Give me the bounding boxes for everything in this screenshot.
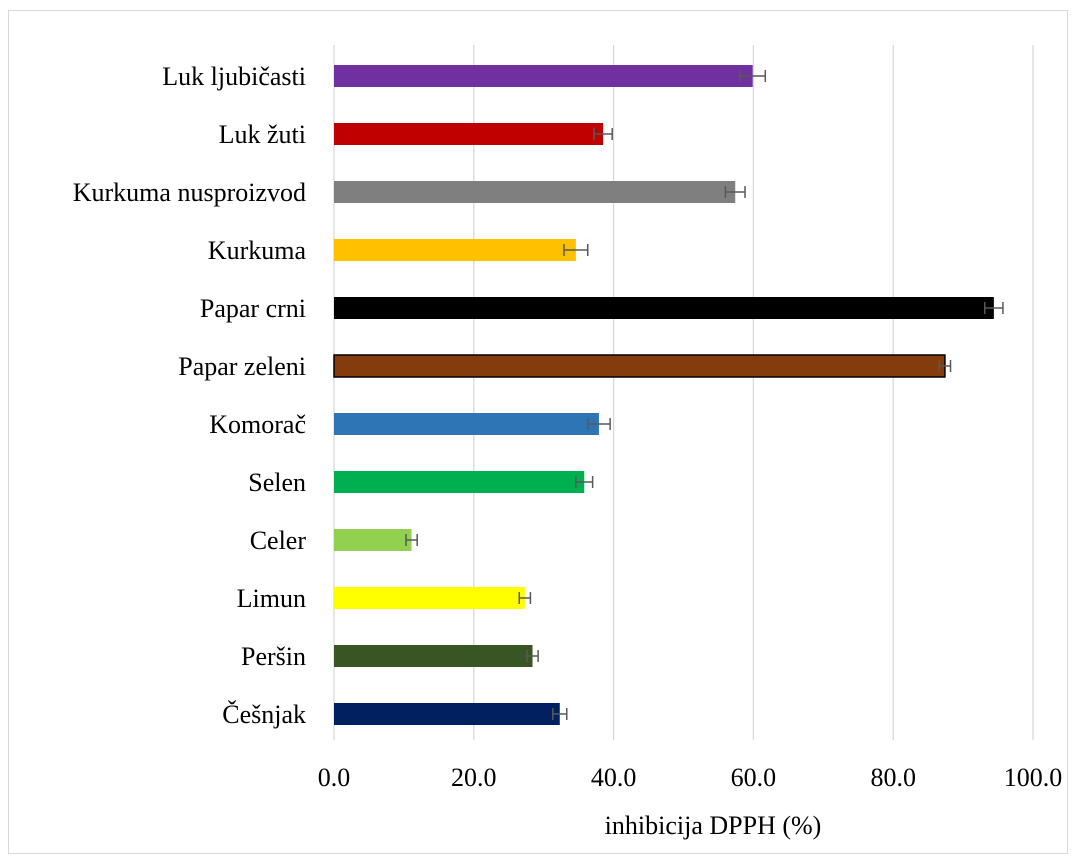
error-bars — [405, 70, 1004, 720]
category-label: Češnjak — [222, 700, 306, 729]
bar — [334, 587, 525, 609]
bar — [334, 297, 994, 319]
bar — [334, 471, 585, 493]
bar — [334, 703, 560, 725]
category-label: Luk ljubičasti — [162, 62, 306, 91]
category-label: Luk žuti — [219, 120, 306, 149]
bar — [334, 413, 599, 435]
bars — [333, 65, 994, 725]
bar — [334, 181, 736, 203]
gridlines — [333, 45, 1034, 740]
x-tick-label: 100.0 — [1004, 763, 1063, 792]
bar — [334, 645, 533, 667]
category-label: Komorač — [209, 410, 306, 439]
bar — [334, 529, 412, 551]
category-label: Selen — [248, 468, 306, 497]
bar — [334, 65, 753, 87]
x-axis-title: inhibicija DPPH (%) — [605, 811, 822, 840]
bar — [334, 123, 604, 145]
category-label: Kurkuma nusproizvod — [73, 178, 306, 207]
x-tick-labels: 0.0 20.0 40.0 60.0 80.0 100.0 — [318, 763, 1063, 792]
x-tick-label: 0.0 — [318, 763, 351, 792]
category-label: Celer — [250, 526, 307, 555]
category-label: Peršin — [241, 642, 306, 671]
category-label: Papar zeleni — [178, 352, 306, 381]
bar — [333, 354, 946, 378]
x-tick-label: 60.0 — [731, 763, 777, 792]
category-label: Kurkuma — [208, 236, 307, 265]
category-labels: Luk ljubičasti Luk žuti Kurkuma nusproizvo… — [73, 62, 307, 729]
bar — [334, 239, 576, 261]
x-tick-label: 40.0 — [591, 763, 637, 792]
x-tick-label: 20.0 — [451, 763, 497, 792]
category-label: Limun — [237, 584, 306, 613]
category-label: Papar crni — [200, 294, 306, 323]
x-tick-label: 80.0 — [870, 763, 916, 792]
